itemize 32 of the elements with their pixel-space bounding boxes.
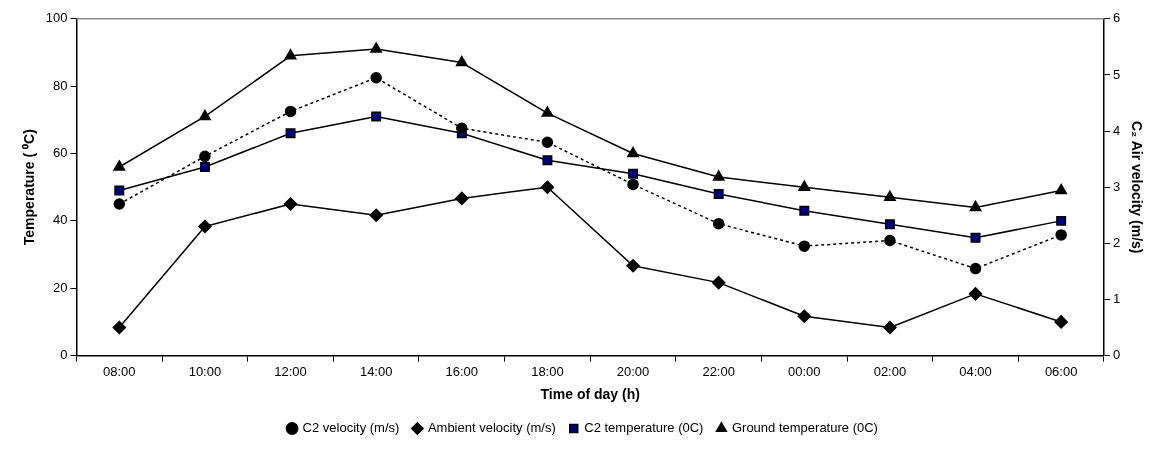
x-tick-label: 08:00 bbox=[103, 363, 136, 379]
y2-tick-label: 6 bbox=[1112, 10, 1121, 26]
y-tick-label: 80 bbox=[53, 77, 68, 93]
y-tick-label: 0 bbox=[60, 347, 68, 363]
x-tick-label: 04:00 bbox=[959, 363, 992, 379]
y-tick-label: 100 bbox=[45, 10, 68, 26]
x-tick-label: 14:00 bbox=[359, 363, 393, 379]
legend-label: C2 temperature (0C) bbox=[584, 420, 704, 436]
legend-label: C2 velocity (m/s) bbox=[302, 420, 400, 436]
legend-label: Ambient velocity (m/s) bbox=[427, 420, 556, 436]
y-axis-title: Temperature ( ⁰C) bbox=[21, 129, 38, 246]
y2-tick-label: 2 bbox=[1112, 234, 1121, 250]
y2-tick-label: 1 bbox=[1112, 291, 1121, 307]
x-tick-label: 16:00 bbox=[445, 363, 479, 379]
y2-axis-title: C₂ Air velocity (m/s) bbox=[1128, 120, 1145, 254]
x-tick-label: 00:00 bbox=[788, 363, 821, 379]
y2-tick-label: 5 bbox=[1112, 66, 1121, 82]
legend-label: Ground temperature (0C) bbox=[731, 420, 878, 436]
x-tick-label: 12:00 bbox=[274, 363, 307, 379]
x-tick-label: 06:00 bbox=[1044, 363, 1078, 379]
y-tick-label: 40 bbox=[53, 212, 68, 228]
y2-tick-label: 0 bbox=[1112, 347, 1121, 363]
x-tick-label: 10:00 bbox=[188, 363, 222, 379]
y2-tick-label: 4 bbox=[1112, 122, 1121, 138]
x-tick-label: 20:00 bbox=[616, 363, 650, 379]
y-tick-label: 20 bbox=[53, 279, 68, 295]
x-tick-label: 02:00 bbox=[873, 363, 907, 379]
x-tick-label: 22:00 bbox=[702, 363, 735, 379]
x-axis-title: Time of day (h) bbox=[540, 386, 640, 403]
y-tick-label: 60 bbox=[53, 145, 68, 161]
y2-tick-label: 3 bbox=[1112, 178, 1121, 194]
x-tick-label: 18:00 bbox=[531, 363, 564, 379]
